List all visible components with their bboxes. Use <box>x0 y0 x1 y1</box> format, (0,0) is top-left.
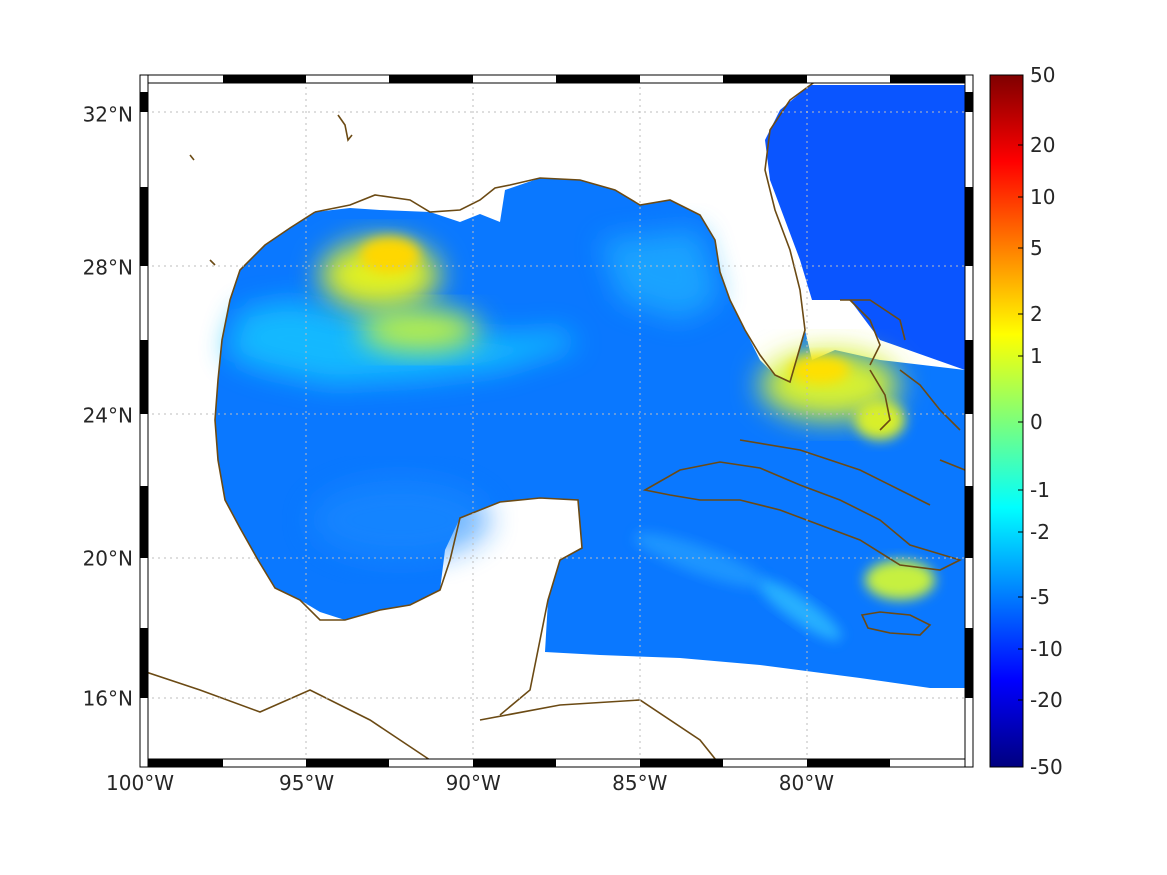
lat-tick-label: 16°N <box>83 686 133 710</box>
atlantic-field <box>765 85 965 370</box>
colorbar-tick-label: -2 <box>1030 520 1050 544</box>
map-area <box>140 75 973 767</box>
colorbar-tick-label: -10 <box>1030 637 1063 661</box>
colorbar-gradient <box>989 74 1024 768</box>
colorbar-tick-label: 10 <box>1030 185 1055 209</box>
lat-tick-label: 24°N <box>83 403 133 427</box>
colorbar-tick-label: 50 <box>1030 63 1055 87</box>
lon-tick-label: 95°W <box>279 771 334 795</box>
colorbar-tick-label: 0 <box>1030 410 1043 434</box>
latitude-labels: 32°N 28°N 24°N 20°N 16°N <box>83 102 133 710</box>
lon-tick-label: 85°W <box>612 771 667 795</box>
colorbar-tick-label: 20 <box>1030 133 1055 157</box>
colorbar-tick-label: -1 <box>1030 478 1050 502</box>
colorbar-tick-label: 2 <box>1030 302 1043 326</box>
lon-tick-label: 90°W <box>446 771 501 795</box>
lat-tick-label: 28°N <box>83 256 133 280</box>
lat-tick-label: 20°N <box>83 547 133 571</box>
colorbar-tick-label: 1 <box>1030 344 1043 368</box>
lon-tick-label: 100°W <box>106 771 174 795</box>
lon-tick-label: 80°W <box>779 771 834 795</box>
coastlines <box>140 77 966 766</box>
longitude-labels: 100°W 95°W 90°W 85°W 80°W <box>106 771 834 795</box>
map-frame <box>139 74 974 768</box>
lat-tick-label: 32°N <box>83 102 133 126</box>
colorbar-tick-label: -5 <box>1030 585 1050 609</box>
graticule <box>140 75 973 767</box>
colorbar-tick-label: -20 <box>1030 688 1063 712</box>
colorbar-tick-label: 5 <box>1030 236 1043 260</box>
colorbar-tick-label: -50 <box>1030 755 1063 779</box>
